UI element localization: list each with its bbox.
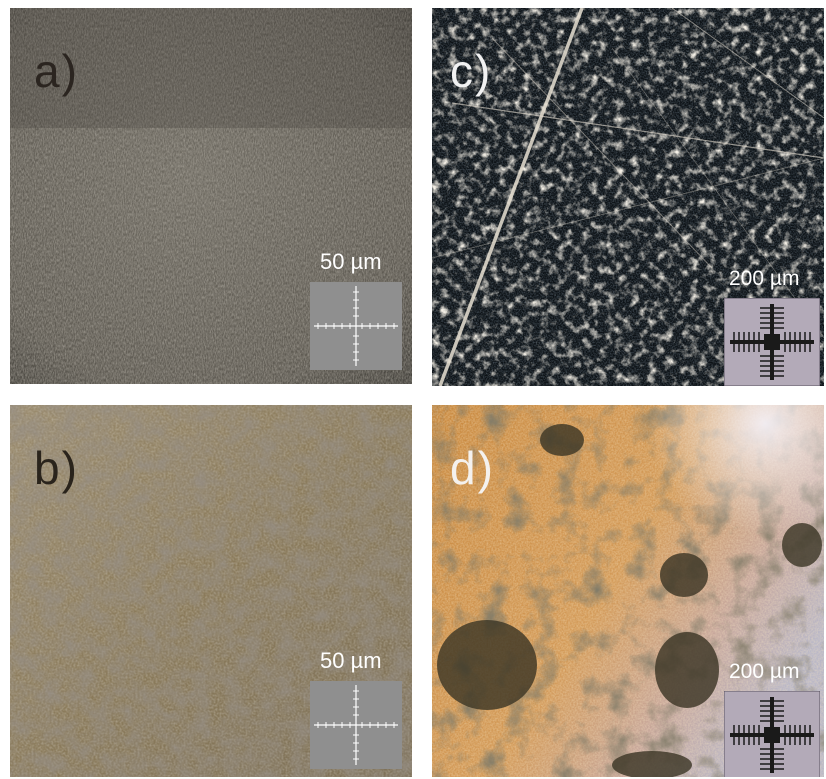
- scale-bar-label-c: 200 µm: [729, 267, 800, 290]
- micrograph-image-c: [432, 8, 824, 386]
- micrograph-panel-b: b) 50 µm: [10, 405, 412, 777]
- panel-label-b: b): [34, 442, 79, 494]
- scale-reticle-b: [310, 681, 402, 769]
- micrograph-panel-c: c) 200 µm: [432, 8, 824, 386]
- micrograph-panel-a: a) 50 µm: [10, 8, 412, 384]
- scale-bar-label-b: 50 µm: [320, 648, 382, 673]
- panel-label-c: c): [450, 45, 493, 97]
- scale-bar-label-a: 50 µm: [320, 249, 382, 274]
- scale-reticle-c: [724, 298, 820, 386]
- micrograph-image-a: [10, 8, 412, 384]
- panel-label-d: d): [450, 442, 495, 494]
- scale-bar-label-d: 200 µm: [729, 660, 800, 683]
- scale-reticle-a: [310, 282, 402, 370]
- micrograph-panel-d: d) 200 µm: [432, 405, 824, 777]
- panel-label-a: a): [34, 45, 79, 97]
- scale-reticle-d: [724, 691, 820, 777]
